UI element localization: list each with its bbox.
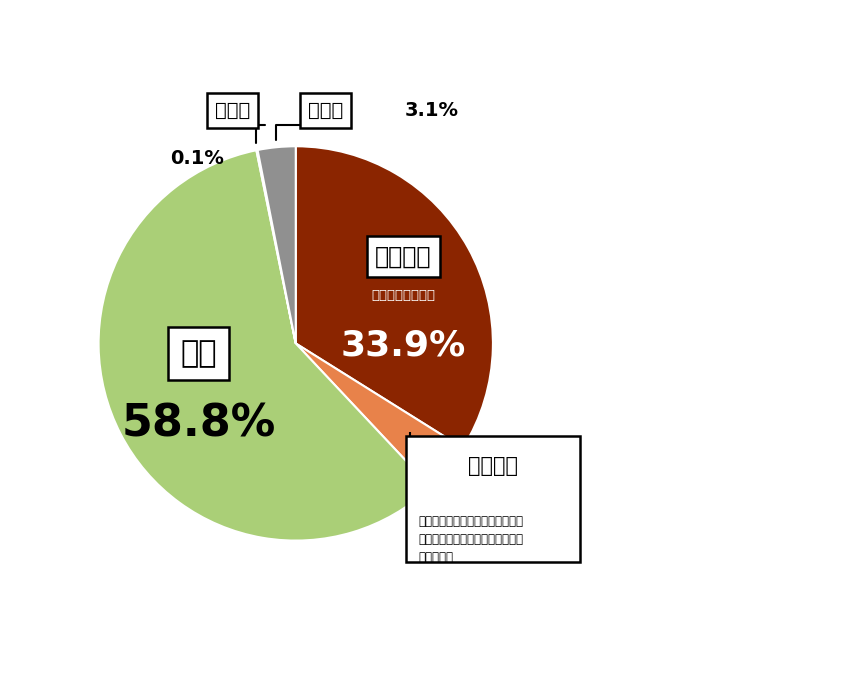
- Wedge shape: [295, 343, 463, 487]
- Wedge shape: [295, 146, 492, 448]
- Text: 58.8%: 58.8%: [121, 403, 275, 445]
- Text: 自宅: 自宅: [180, 338, 216, 368]
- Text: 0.1%: 0.1%: [170, 148, 224, 168]
- Text: その他: その他: [307, 102, 343, 121]
- Text: 4.1%: 4.1%: [459, 444, 513, 463]
- Wedge shape: [257, 146, 295, 343]
- Text: 3.1%: 3.1%: [403, 102, 457, 121]
- Text: 子の家: 子の家: [214, 102, 250, 121]
- Text: （有料老人ホーム、特別養護老人
ホーム、サービス付き高齢者向け
住宅など）: （有料老人ホーム、特別養護老人 ホーム、サービス付き高齢者向け 住宅など）: [418, 515, 522, 564]
- Text: （病院、診療所）: （病院、診療所）: [371, 290, 435, 303]
- Text: 医療施設: 医療施設: [375, 244, 431, 269]
- Text: 介護施設: 介護施設: [468, 456, 517, 476]
- Wedge shape: [99, 150, 430, 541]
- Text: 33.9%: 33.9%: [340, 328, 465, 362]
- Wedge shape: [256, 150, 295, 343]
- FancyBboxPatch shape: [406, 436, 579, 563]
